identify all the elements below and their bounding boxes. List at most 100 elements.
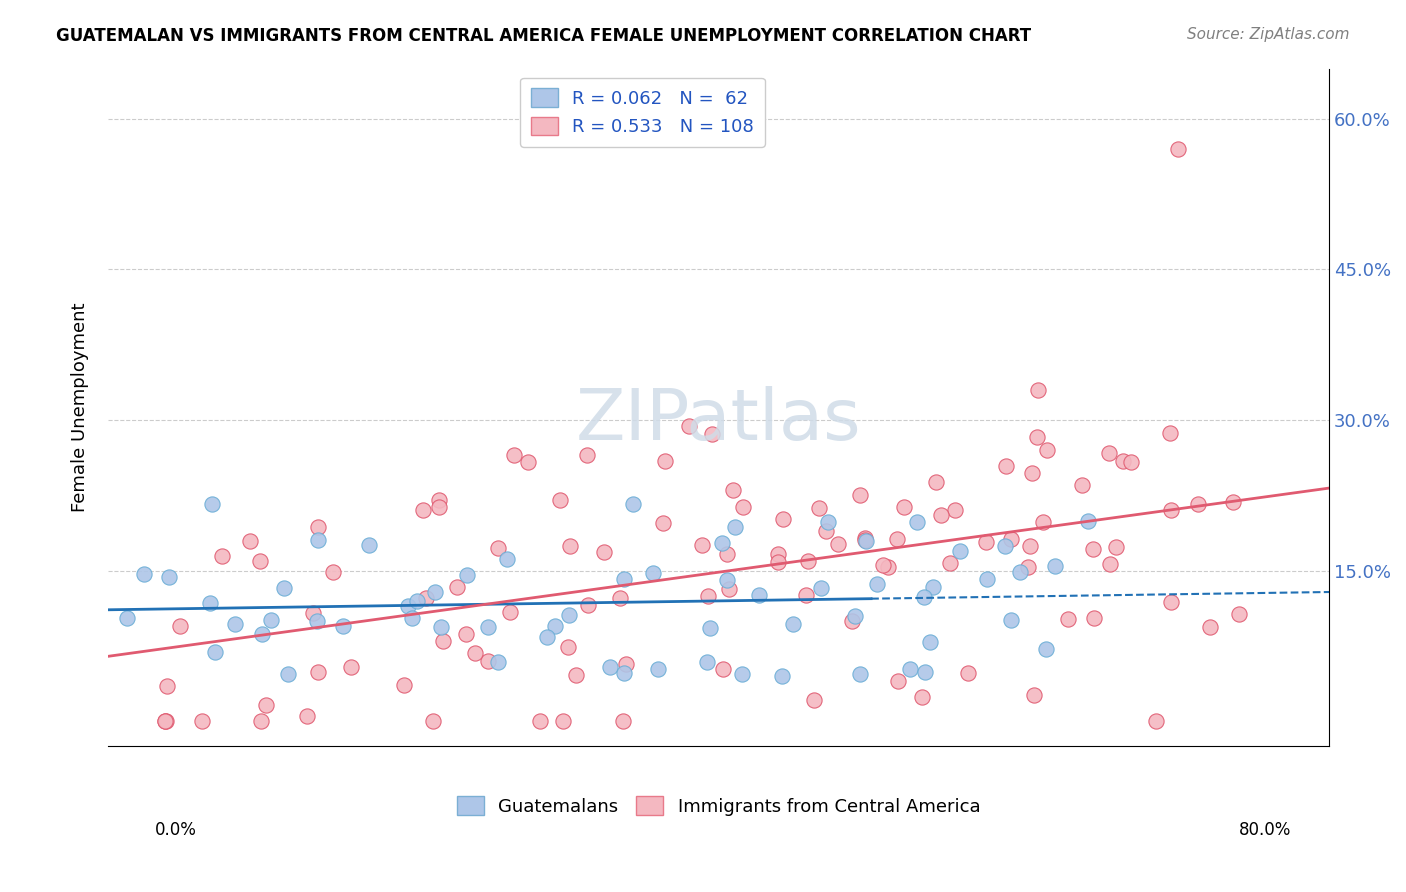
Point [853,533,876,547]
Point [920,634,942,648]
Text: Source: ZipAtlas.com: Source: ZipAtlas.com [1187,27,1350,42]
Point [652,516,675,530]
Point [815,524,838,538]
Point [994,540,1017,554]
Text: GUATEMALAN VS IMMIGRANTS FROM CENTRAL AMERICA FEMALE UNEMPLOYMENT CORRELATION CH: GUATEMALAN VS IMMIGRANTS FROM CENTRAL AM… [56,27,1032,45]
Point [486,541,509,556]
Point [1083,542,1105,557]
Point [1021,466,1043,480]
Point [224,616,246,631]
Point [912,590,935,604]
Point [796,588,818,602]
Point [1028,383,1050,397]
Point [949,544,972,558]
Point [690,538,713,552]
Point [211,549,233,563]
Point [302,607,325,621]
Point [938,557,960,571]
Point [1000,532,1022,546]
Point [1105,540,1128,554]
Point [446,580,468,594]
Point [427,500,450,515]
Point [772,512,794,526]
Point [974,535,997,549]
Point [803,692,825,706]
Point [621,497,644,511]
Text: 0.0%: 0.0% [155,821,197,838]
Point [430,620,453,634]
Point [872,558,894,572]
Point [905,515,928,529]
Point [565,667,588,681]
Point [1000,613,1022,627]
Point [464,646,486,660]
Point [558,539,581,553]
Point [702,426,724,441]
Point [768,547,790,561]
Point [914,665,936,679]
Y-axis label: Female Unemployment: Female Unemployment [72,302,89,512]
Point [249,554,271,568]
Point [499,605,522,619]
Point [456,568,478,582]
Point [155,714,177,729]
Point [613,666,636,681]
Point [557,640,579,654]
Point [412,502,434,516]
Point [249,714,271,729]
Point [260,613,283,627]
Point [721,483,744,498]
Point [643,566,665,580]
Point [495,552,517,566]
Point [731,667,754,681]
Point [893,500,915,514]
Point [716,574,738,588]
Point [198,596,221,610]
Point [517,454,540,468]
Point [1167,142,1189,156]
Point [1160,595,1182,609]
Point [717,582,740,596]
Point [551,714,574,729]
Point [394,678,416,692]
Point [488,655,510,669]
Point [477,654,499,668]
Point [305,614,328,628]
Point [456,626,478,640]
Point [1036,443,1059,458]
Point [911,690,934,704]
Point [115,611,138,625]
Point [1159,425,1181,440]
Point [1018,539,1040,553]
Point [502,448,524,462]
Point [396,599,419,613]
Point [1083,611,1105,625]
Point [748,588,770,602]
Point [427,492,450,507]
Point [849,667,872,681]
Point [887,673,910,688]
Point [599,659,621,673]
Point [844,609,866,624]
Point [796,554,818,568]
Point [357,538,380,552]
Point [576,598,599,612]
Point [239,533,262,548]
Point [696,655,718,669]
Point [307,665,329,679]
Point [855,534,877,549]
Point [1043,559,1066,574]
Point [1111,454,1133,468]
Point [612,714,634,729]
Point [613,572,636,586]
Point [711,663,734,677]
Point [654,454,676,468]
Point [1024,688,1046,702]
Point [1121,455,1143,469]
Point [254,698,277,712]
Legend: Guatemalans, Immigrants from Central America: Guatemalans, Immigrants from Central Ame… [450,789,987,823]
Point [322,565,344,579]
Point [544,619,567,633]
Point [1017,560,1039,574]
Point [614,657,637,672]
